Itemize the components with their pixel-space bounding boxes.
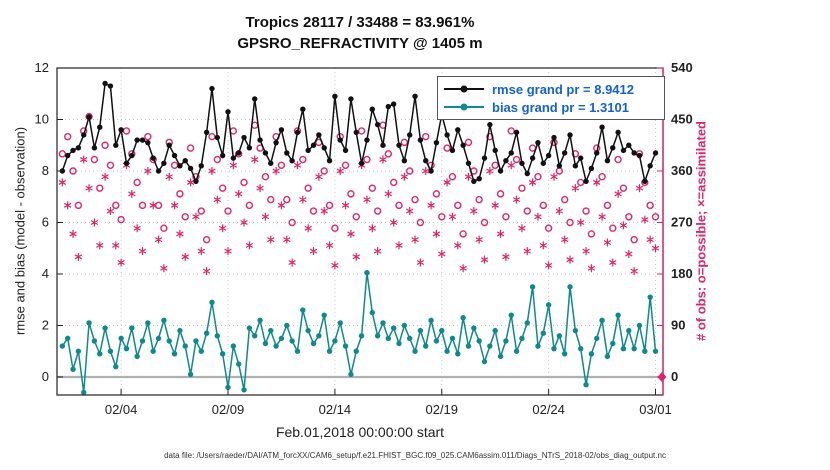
svg-text:02/04: 02/04 xyxy=(105,402,138,417)
svg-text:90: 90 xyxy=(671,317,685,332)
svg-text:0: 0 xyxy=(42,369,49,384)
svg-text:270: 270 xyxy=(671,214,693,229)
svg-text:4: 4 xyxy=(42,266,49,281)
svg-text:12: 12 xyxy=(35,60,49,75)
possible-obs-markers xyxy=(58,112,660,244)
title-block: Tropics 28117 / 33488 = 83.961% GPSRO_RE… xyxy=(57,12,663,54)
tick-labels: 0 2 4 6 8 10 12 0 90 180 270 360 450 540 02/04 02/09 02/… xyxy=(35,60,693,417)
data-file-caption: data file: /Users/raeder/DAI/ATM_forcXX/… xyxy=(164,451,666,460)
y-axis-label-right: # of obs: o=possible; ×=assimilated xyxy=(693,121,709,341)
svg-text:8: 8 xyxy=(42,163,49,178)
svg-text:360: 360 xyxy=(671,163,693,178)
svg-text:540: 540 xyxy=(671,60,693,75)
svg-text:02/14: 02/14 xyxy=(319,402,352,417)
svg-text:10: 10 xyxy=(35,111,49,126)
legend-label-bias: bias grand pr = 1.3101 xyxy=(492,99,629,115)
svg-text:03/01: 03/01 xyxy=(639,402,672,417)
svg-text:02/24: 02/24 xyxy=(532,402,565,417)
legend-label-rmse: rmse grand pr = 8.9412 xyxy=(492,81,634,97)
x-axis-label: Feb.01,2018 00:00:00 start xyxy=(275,424,445,440)
svg-text:2: 2 xyxy=(42,317,49,332)
svg-text:180: 180 xyxy=(671,266,693,281)
bias-series xyxy=(59,269,659,396)
chart-subtitle: GPSRO_REFRACTIVITY @ 1405 m xyxy=(237,35,483,52)
svg-text:450: 450 xyxy=(671,111,693,126)
svg-text:02/09: 02/09 xyxy=(212,402,245,417)
legend-item-bias: bias grand pr = 1.3101 xyxy=(444,98,658,116)
bias-line-sample-icon xyxy=(444,100,484,114)
chart-title: Tropics 28117 / 33488 = 83.961% xyxy=(245,14,475,31)
svg-text:6: 6 xyxy=(42,214,49,229)
svg-text:0: 0 xyxy=(671,369,678,384)
rmse-line-sample-icon xyxy=(444,82,484,96)
svg-text:02/19: 02/19 xyxy=(425,402,458,417)
y-axis-label-left: rmse and bias (model - observation) xyxy=(12,126,28,336)
axes xyxy=(56,67,664,396)
legend: rmse grand pr = 8.9412 bias grand pr = 1… xyxy=(437,76,665,120)
legend-item-rmse: rmse grand pr = 8.9412 xyxy=(444,80,658,98)
